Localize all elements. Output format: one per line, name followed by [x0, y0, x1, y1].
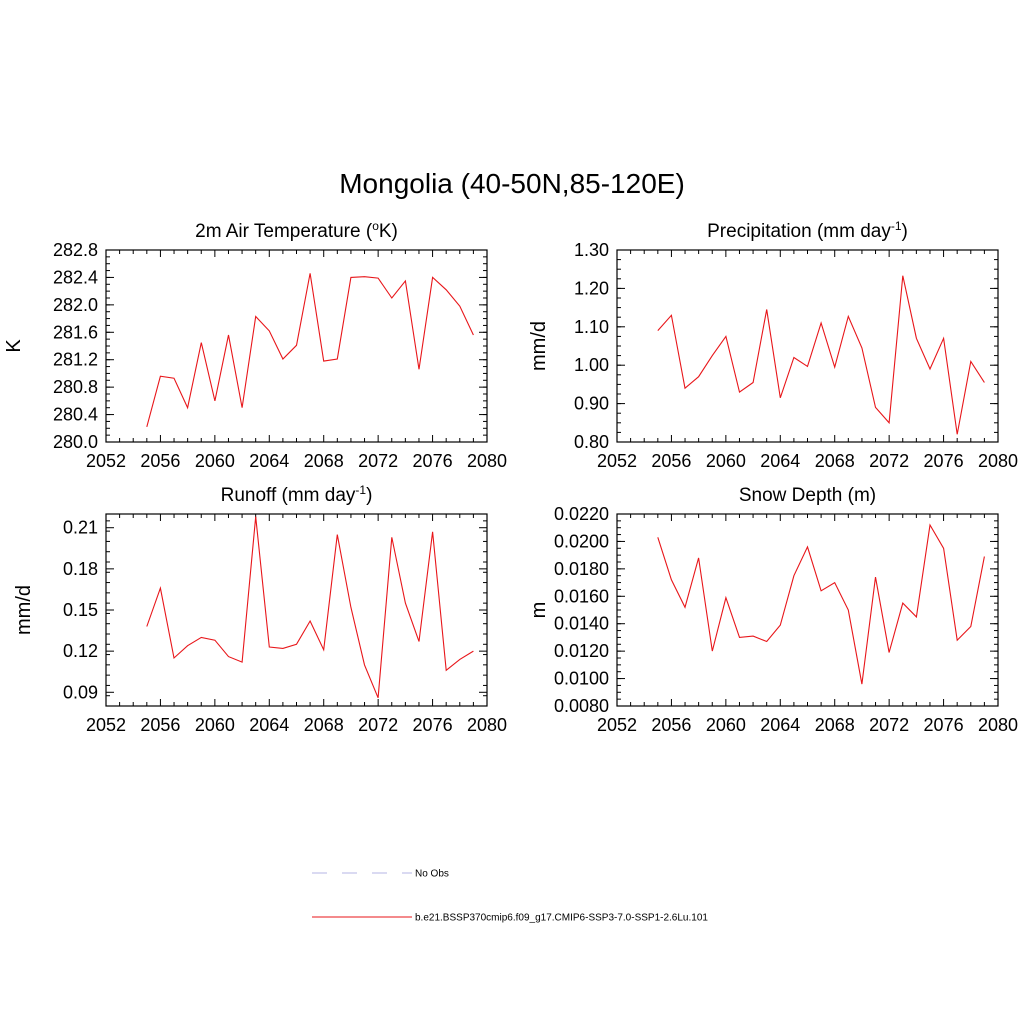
y-tick-label: 1.30	[574, 240, 609, 260]
x-tick-label: 2060	[195, 451, 235, 471]
y-tick-label: 0.0180	[554, 559, 609, 579]
x-tick-label: 2060	[706, 451, 746, 471]
panel-2: Precipitation (mm day-1) 2052 2056 2060 2064…	[528, 219, 1018, 471]
x-tick-label: 2068	[815, 715, 855, 735]
y-tick-label: 282.8	[53, 240, 98, 260]
y-tick-label: 0.15	[63, 600, 98, 620]
y-tick-label: 280.4	[53, 405, 98, 425]
y-tick-label: 0.09	[63, 682, 98, 702]
panel-3: Runoff (mm day-1) 2052 2056 2060 2064 2068 207…	[13, 483, 507, 735]
x-tick-label: 2080	[467, 451, 507, 471]
x-tick-label: 2076	[413, 451, 453, 471]
panel-title: Runoff (mm day-1)	[221, 483, 373, 506]
x-tick-label: 2060	[195, 715, 235, 735]
y-tick-label: 281.6	[53, 322, 98, 342]
y-tick-label: 0.80	[574, 432, 609, 452]
x-tick-label: 2076	[924, 451, 964, 471]
legend: No Obs b.e21.BSSP370cmip6.f09_g17.CMIP6-S…	[312, 869, 708, 924]
x-tick-label: 2064	[760, 451, 800, 471]
plot-frame	[105, 513, 488, 707]
series-line	[657, 275, 985, 435]
panel-title: Snow Depth (m)	[739, 485, 876, 506]
x-tick-label: 2052	[86, 715, 126, 735]
series-line	[146, 516, 474, 699]
figure-title: Mongolia (40-50N,85-120E)	[339, 168, 685, 199]
y-axis-label: mm/d	[528, 321, 550, 371]
y-tick-label: 280.8	[53, 377, 98, 397]
x-tick-label: 2072	[358, 715, 398, 735]
y-tick-label: 281.2	[53, 350, 98, 370]
x-tick-label: 2064	[249, 451, 289, 471]
series-line	[146, 273, 474, 428]
x-tick-label: 2056	[140, 451, 180, 471]
y-axis-label: mm/d	[13, 585, 35, 635]
y-tick-label: 1.20	[574, 278, 609, 298]
x-tick-label: 2076	[924, 715, 964, 735]
y-tick-label: 0.0200	[554, 531, 609, 551]
y-tick-label: 0.90	[574, 394, 609, 414]
x-tick-label: 2064	[249, 715, 289, 735]
legend-label: b.e21.BSSP370cmip6.f09_g17.CMIP6-SSP3-7.…	[415, 913, 708, 924]
x-tick-label: 2068	[304, 451, 344, 471]
x-tick-label: 2056	[651, 715, 691, 735]
x-tick-label: 2056	[140, 715, 180, 735]
panel-title: Precipitation (mm day-1)	[707, 219, 908, 242]
x-tick-label: 2080	[978, 715, 1018, 735]
y-tick-label: 282.0	[53, 295, 98, 315]
panel-title: 2m Air Temperature (oK)	[195, 219, 398, 242]
x-tick-label: 2072	[869, 715, 909, 735]
x-tick-label: 2072	[869, 451, 909, 471]
y-tick-label: 0.12	[63, 641, 98, 661]
y-tick-label: 0.21	[63, 518, 98, 538]
series-line	[657, 523, 985, 685]
x-tick-label: 2080	[467, 715, 507, 735]
legend-label: No Obs	[415, 869, 449, 880]
y-tick-label: 0.18	[63, 559, 98, 579]
x-tick-label: 2076	[413, 715, 453, 735]
x-tick-label: 2080	[978, 451, 1018, 471]
x-tick-label: 2060	[706, 715, 746, 735]
y-tick-label: 280.0	[53, 432, 98, 452]
y-tick-label: 0.0120	[554, 641, 609, 661]
y-axis-label: m	[528, 602, 550, 619]
y-tick-label: 0.0100	[554, 669, 609, 689]
y-tick-label: 0.0220	[554, 504, 609, 524]
x-tick-label: 2052	[597, 451, 637, 471]
y-tick-label: 1.10	[574, 317, 609, 337]
y-tick-label: 0.0140	[554, 614, 609, 634]
y-axis-label: K	[3, 339, 25, 353]
x-tick-label: 2068	[304, 715, 344, 735]
x-tick-label: 2064	[760, 715, 800, 735]
y-tick-label: 282.4	[53, 267, 98, 287]
y-tick-label: 0.0080	[554, 696, 609, 716]
panel-1: 2m Air Temperature (oK) 2052 2056 2060 2064 2…	[3, 219, 507, 471]
x-tick-label: 2056	[651, 451, 691, 471]
x-tick-label: 2052	[597, 715, 637, 735]
x-tick-label: 2052	[86, 451, 126, 471]
x-tick-label: 2072	[358, 451, 398, 471]
y-tick-label: 0.0160	[554, 586, 609, 606]
x-tick-label: 2068	[815, 451, 855, 471]
plot-frame	[616, 249, 999, 443]
y-tick-label: 1.00	[574, 355, 609, 375]
panel-4: Snow Depth (m) 2052 2056 2060 2064 2068 2072 20…	[528, 485, 1018, 735]
